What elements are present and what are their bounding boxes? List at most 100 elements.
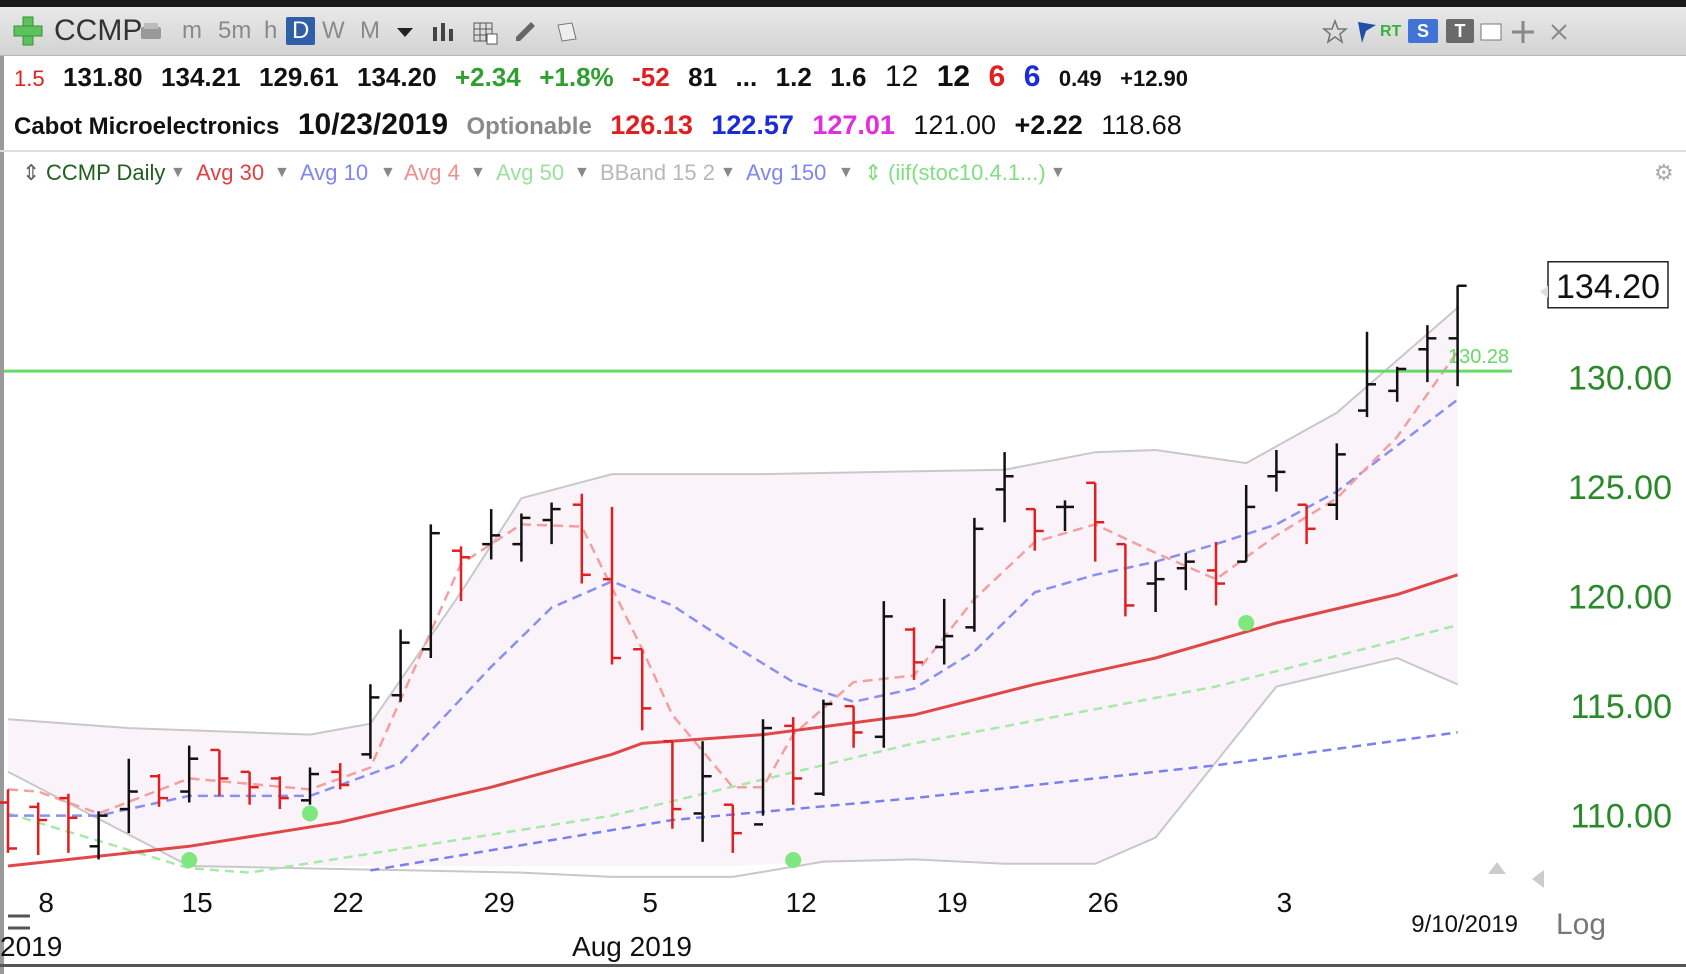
last-price-box xyxy=(1547,261,1669,309)
ohlc-bar xyxy=(1388,366,1407,402)
window-icon[interactable] xyxy=(1478,19,1504,45)
ohlc-bar xyxy=(301,767,319,805)
window-left-border xyxy=(0,0,4,974)
chart-bottom-border xyxy=(0,964,1686,967)
date-tick-label: 15 xyxy=(182,887,213,918)
ohlc-bar xyxy=(784,717,803,805)
timeframe-hour[interactable]: h xyxy=(264,17,278,44)
ohlc-bar xyxy=(1116,542,1135,617)
timeframe-weekly[interactable]: W xyxy=(322,17,345,44)
month-label: Aug 2019 xyxy=(572,931,692,962)
ohlc-bar xyxy=(542,502,561,545)
close-icon[interactable] xyxy=(1546,19,1572,45)
signal-dot xyxy=(181,852,198,868)
bband-upper-line xyxy=(7,306,1459,736)
date-tick-label: 3 xyxy=(1277,887,1293,918)
timeframe-monthly[interactable]: M xyxy=(360,17,380,44)
ohlc-bar xyxy=(965,517,984,632)
bar-chart-icon[interactable] xyxy=(430,19,456,45)
info-row: Cabot Microelectronics 10/23/2019 Option… xyxy=(14,108,1196,144)
quote-pct-change: +1.8% xyxy=(539,62,614,92)
quote-ellipsis: ... xyxy=(735,62,758,92)
symbol-toolbar: CCMP m 5m h D W M RT S T xyxy=(0,0,1686,56)
indicator-bband[interactable]: BBand 15 2 xyxy=(600,160,715,185)
ohlc-bar xyxy=(270,776,289,810)
date-tick-label: 19 xyxy=(937,887,968,918)
reorder-handle-icon[interactable]: ⇕ xyxy=(22,160,41,185)
notes-icon[interactable] xyxy=(554,19,580,45)
flag-icon[interactable] xyxy=(1354,19,1380,45)
chevron-down-icon[interactable]: ▼ xyxy=(170,164,186,181)
indicator-avg50[interactable]: Avg 50 xyxy=(496,160,565,185)
year-label: 2019 xyxy=(0,931,62,962)
ohlc-bar xyxy=(180,745,199,803)
quote-value-1: -52 xyxy=(632,62,670,92)
indicator-legend: ⇕ CCMP Daily ▼ Avg 30 ▼ Avg 10 ▼ Avg 4 ▼… xyxy=(0,150,1686,190)
info-price-4: 121.00 xyxy=(913,110,996,140)
ohlc-bar xyxy=(1207,541,1225,606)
quote-change: +2.34 xyxy=(454,62,521,92)
chevron-down-icon[interactable]: ▼ xyxy=(470,164,486,181)
info-price-5: +2.22 xyxy=(1014,110,1083,140)
indicator-avg10[interactable]: Avg 10 xyxy=(300,160,369,185)
ohlc-bar xyxy=(1448,284,1467,387)
last-price-pointer-icon xyxy=(1540,285,1548,298)
ohlc-bar xyxy=(59,793,78,853)
ohlc-bar xyxy=(331,763,350,790)
date-tick-label: 29 xyxy=(484,887,515,918)
chevron-down-icon[interactable]: ▼ xyxy=(574,164,590,181)
settings-gear-icon[interactable]: ⚙ xyxy=(1654,160,1674,185)
move-icon[interactable] xyxy=(1510,19,1536,45)
indicator-ccmp-daily[interactable]: CCMP Daily xyxy=(46,160,166,185)
add-symbol-icon[interactable] xyxy=(12,15,44,47)
chevron-down-icon[interactable]: ▼ xyxy=(380,164,396,181)
info-price-1: 126.13 xyxy=(610,110,693,140)
indicator-avg150[interactable]: Avg 150 xyxy=(746,160,827,185)
timeframe-minute[interactable]: m xyxy=(182,17,202,44)
quote-date: 10/23/2019 xyxy=(297,108,449,141)
cursor-date-label: 9/10/2019 xyxy=(1411,911,1518,938)
company-name: Cabot Microelectronics xyxy=(14,113,280,140)
refresh-icon xyxy=(8,914,30,930)
scroll-left-icon xyxy=(1532,870,1544,888)
draw-pencil-icon[interactable] xyxy=(512,19,538,45)
grid-add-icon[interactable] xyxy=(472,19,498,45)
ohlc-bar xyxy=(391,629,410,702)
ohlc-bar xyxy=(814,699,833,796)
signal-dot xyxy=(785,852,802,868)
indicator-stoc-condition[interactable]: (iif(stoc10.4.1...) xyxy=(888,160,1046,185)
ohlc-bar xyxy=(1237,485,1256,563)
realtime-label[interactable]: RT xyxy=(1380,23,1402,40)
date-tick-label: 8 xyxy=(38,887,54,918)
ohlc-bar xyxy=(1176,552,1195,591)
favorite-star-icon[interactable] xyxy=(1322,19,1348,45)
s-button[interactable]: S xyxy=(1408,19,1438,43)
chevron-down-icon[interactable]: ▼ xyxy=(1050,164,1066,181)
timeframe-daily[interactable]: D xyxy=(286,17,316,45)
ohlc-bar xyxy=(1418,325,1437,383)
date-tick-label: 12 xyxy=(786,887,817,918)
ohlc-bar xyxy=(633,647,652,731)
t-button[interactable]: T xyxy=(1446,19,1474,43)
symbol-input[interactable]: CCMP xyxy=(54,14,143,47)
indicator-avg30[interactable]: Avg 30 xyxy=(196,160,265,185)
log-scale-toggle[interactable]: Log xyxy=(1556,908,1606,941)
info-price-3: 127.01 xyxy=(812,110,895,140)
indicator-avg4[interactable]: Avg 4 xyxy=(404,160,460,185)
scroll-up-icon xyxy=(1488,862,1506,874)
reorder-handle-icon[interactable]: ⇕ xyxy=(864,160,883,185)
ohlc-bar xyxy=(119,758,138,834)
chevron-down-icon[interactable]: ▼ xyxy=(838,164,854,181)
link-icon[interactable] xyxy=(138,19,164,45)
ohlc-bar xyxy=(452,546,470,602)
ohlc-bar xyxy=(693,741,712,842)
chevron-down-icon[interactable]: ▼ xyxy=(274,164,290,181)
quote-value-3: 1.2 xyxy=(775,62,812,92)
dropdown-arrow-icon[interactable] xyxy=(392,19,418,45)
ohlc-bar xyxy=(482,509,501,560)
ohlc-bar xyxy=(210,748,229,796)
timeframe-5min[interactable]: 5m xyxy=(218,17,252,44)
chevron-down-icon[interactable]: ▼ xyxy=(720,164,736,181)
quote-value-5: 12 xyxy=(884,60,919,93)
